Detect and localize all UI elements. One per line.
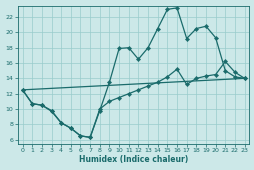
X-axis label: Humidex (Indice chaleur): Humidex (Indice chaleur)	[79, 155, 187, 164]
